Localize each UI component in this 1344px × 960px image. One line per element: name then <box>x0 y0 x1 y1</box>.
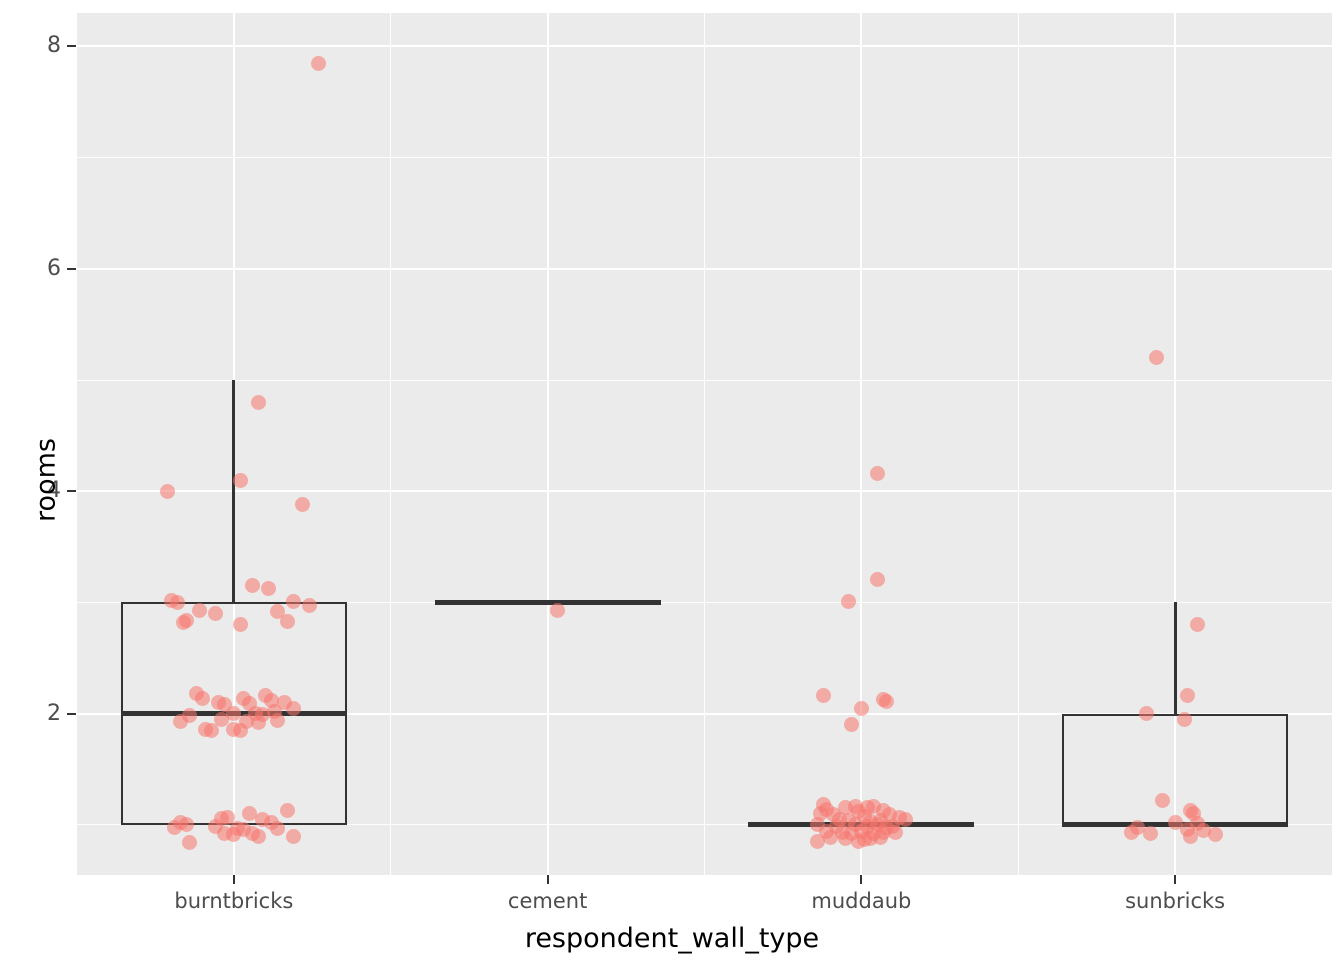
data-point <box>232 722 248 738</box>
data-point <box>160 483 176 499</box>
x-tick-label-cement: cement <box>507 889 588 913</box>
data-point <box>245 578 261 594</box>
gridline-minor-x <box>704 13 705 875</box>
whisker-upper <box>232 380 236 603</box>
data-point <box>207 606 223 622</box>
data-point <box>1139 706 1155 722</box>
x-axis-title: respondent_wall_type <box>524 923 820 954</box>
whisker-upper <box>1173 602 1177 714</box>
data-point <box>251 828 267 844</box>
data-point <box>869 571 885 587</box>
data-point <box>251 394 267 410</box>
data-point <box>173 714 189 729</box>
data-point <box>191 602 207 618</box>
data-point <box>878 693 894 709</box>
data-point <box>1123 825 1139 841</box>
gridline-major-x <box>546 13 549 875</box>
data-point <box>279 613 295 629</box>
data-point <box>232 617 248 633</box>
y-tick-label: 4 <box>47 478 61 504</box>
x-tick-label-sunbricks: sunbricks <box>1125 889 1226 913</box>
data-point <box>872 829 888 845</box>
data-point <box>251 715 267 731</box>
data-point <box>816 688 832 704</box>
data-point <box>295 497 311 513</box>
y-tick-label: 8 <box>47 33 61 59</box>
data-point <box>809 834 825 850</box>
y-tick-mark <box>67 267 76 270</box>
data-point <box>853 700 869 716</box>
y-tick-mark <box>67 490 76 493</box>
data-point <box>232 472 248 488</box>
data-point <box>166 819 182 835</box>
data-point <box>179 612 195 628</box>
x-tick-mark <box>546 875 549 884</box>
gridline-major-x <box>860 13 863 875</box>
data-point <box>213 711 229 727</box>
data-point <box>841 593 857 609</box>
data-point <box>279 802 295 818</box>
data-point <box>285 828 301 844</box>
data-point <box>311 55 327 71</box>
data-point <box>1189 617 1205 633</box>
y-tick-label: 6 <box>47 255 61 281</box>
x-tick-label-muddaub: muddaub <box>811 889 912 913</box>
data-point <box>888 825 904 841</box>
data-point <box>270 820 286 836</box>
data-point <box>869 465 885 481</box>
data-point <box>844 717 860 733</box>
data-point <box>285 700 301 716</box>
data-point <box>301 598 317 614</box>
data-point <box>169 594 185 610</box>
data-point <box>260 580 276 596</box>
data-point <box>850 834 866 850</box>
data-point <box>1183 828 1199 844</box>
gridline-minor-x <box>390 13 392 875</box>
data-point <box>195 690 210 706</box>
box-rect <box>1062 713 1289 825</box>
data-point <box>1208 827 1224 843</box>
x-tick-label-burntbricks: burntbricks <box>174 889 294 913</box>
data-point <box>204 722 220 738</box>
x-tick-mark <box>860 875 863 884</box>
gridline-minor-x <box>1017 13 1019 875</box>
y-tick-label: 2 <box>47 700 61 726</box>
y-tick-mark <box>67 45 76 48</box>
median-line <box>434 599 661 605</box>
data-point <box>1177 711 1193 727</box>
data-point <box>1142 826 1158 842</box>
data-point <box>285 593 301 609</box>
y-axis-title: rooms <box>30 438 62 522</box>
data-point <box>549 602 565 618</box>
y-tick-mark <box>67 712 76 715</box>
gridline-major-x <box>1174 13 1177 875</box>
data-point <box>226 827 242 843</box>
x-tick-mark <box>1174 875 1177 884</box>
data-point <box>897 811 913 827</box>
x-tick-mark <box>232 875 235 884</box>
data-point <box>1180 688 1196 704</box>
plot-panel <box>77 13 1332 875</box>
data-point <box>1155 792 1171 808</box>
data-point <box>1148 350 1164 366</box>
data-point <box>182 835 198 851</box>
data-point <box>270 712 286 728</box>
